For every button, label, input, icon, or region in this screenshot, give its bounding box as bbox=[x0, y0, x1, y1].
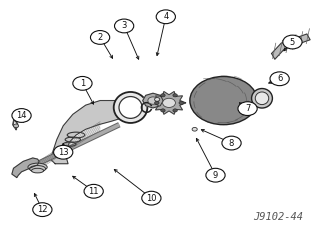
Text: 7: 7 bbox=[245, 104, 250, 113]
Ellipse shape bbox=[114, 92, 147, 123]
Text: 13: 13 bbox=[58, 148, 69, 157]
Text: 12: 12 bbox=[37, 205, 48, 214]
Text: 9: 9 bbox=[213, 171, 218, 180]
Circle shape bbox=[161, 109, 165, 112]
Text: 5: 5 bbox=[290, 37, 295, 46]
Circle shape bbox=[173, 109, 177, 112]
Circle shape bbox=[142, 191, 161, 205]
Ellipse shape bbox=[251, 88, 272, 108]
Ellipse shape bbox=[30, 166, 46, 172]
Circle shape bbox=[161, 94, 165, 97]
Polygon shape bbox=[143, 93, 163, 108]
Text: 8: 8 bbox=[229, 139, 234, 148]
Circle shape bbox=[192, 128, 197, 131]
Circle shape bbox=[206, 168, 225, 182]
Polygon shape bbox=[50, 100, 130, 164]
Text: 3: 3 bbox=[121, 21, 127, 30]
Circle shape bbox=[155, 101, 159, 104]
Circle shape bbox=[190, 76, 257, 125]
Circle shape bbox=[283, 35, 302, 49]
Polygon shape bbox=[12, 158, 39, 177]
Text: 1: 1 bbox=[80, 79, 85, 88]
Circle shape bbox=[12, 109, 31, 122]
Text: 11: 11 bbox=[89, 187, 99, 196]
Circle shape bbox=[14, 124, 19, 128]
Circle shape bbox=[84, 184, 103, 198]
Text: 14: 14 bbox=[16, 111, 27, 120]
Ellipse shape bbox=[32, 168, 44, 173]
Circle shape bbox=[73, 76, 92, 90]
Text: J9102-44: J9102-44 bbox=[253, 212, 303, 222]
Ellipse shape bbox=[255, 92, 269, 105]
Polygon shape bbox=[152, 91, 186, 114]
Text: 10: 10 bbox=[146, 194, 156, 203]
Polygon shape bbox=[272, 34, 310, 59]
Circle shape bbox=[156, 10, 175, 24]
Circle shape bbox=[33, 203, 52, 216]
Ellipse shape bbox=[119, 97, 142, 118]
Circle shape bbox=[163, 98, 175, 107]
Ellipse shape bbox=[28, 163, 47, 171]
Circle shape bbox=[115, 19, 134, 33]
Circle shape bbox=[173, 94, 177, 97]
Circle shape bbox=[179, 101, 184, 104]
Circle shape bbox=[155, 97, 160, 101]
Text: 2: 2 bbox=[98, 33, 103, 42]
Text: 4: 4 bbox=[163, 12, 168, 21]
Circle shape bbox=[238, 102, 257, 116]
Circle shape bbox=[90, 30, 110, 44]
Text: 6: 6 bbox=[277, 74, 282, 83]
Circle shape bbox=[270, 72, 289, 86]
Circle shape bbox=[148, 97, 158, 104]
Circle shape bbox=[53, 145, 73, 159]
Circle shape bbox=[222, 136, 241, 150]
